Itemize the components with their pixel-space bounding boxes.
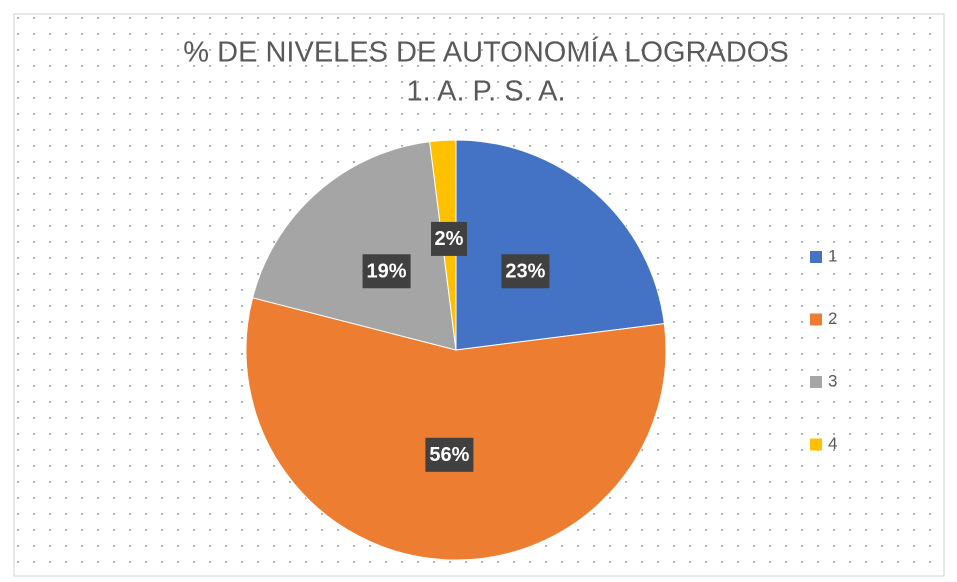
data-label-box [501, 254, 550, 289]
pie-slice [245, 297, 667, 561]
legend-label: 4 [828, 434, 837, 453]
legend-swatch [810, 251, 822, 263]
legend-swatch [810, 438, 822, 451]
chart-title: % DE NIVELES DE AUTONOMÍA LOGRADOS [183, 36, 788, 69]
legend-swatch [810, 313, 822, 326]
data-label: 2% [435, 228, 464, 250]
data-label-box [362, 254, 411, 289]
pie-slice [455, 139, 665, 351]
data-label: 23% [505, 261, 545, 283]
data-label-box [425, 437, 474, 472]
data-label: 56% [429, 444, 469, 466]
legend-swatch [810, 376, 822, 388]
legend-label: 2 [828, 309, 837, 328]
data-label-box [431, 221, 468, 256]
legend-label: 1 [828, 246, 837, 265]
legend-label: 3 [828, 371, 837, 390]
data-label: 19% [367, 261, 407, 283]
chart-subtitle: 1. A. P. S. A. [406, 76, 565, 108]
pie-slice [251, 141, 457, 351]
